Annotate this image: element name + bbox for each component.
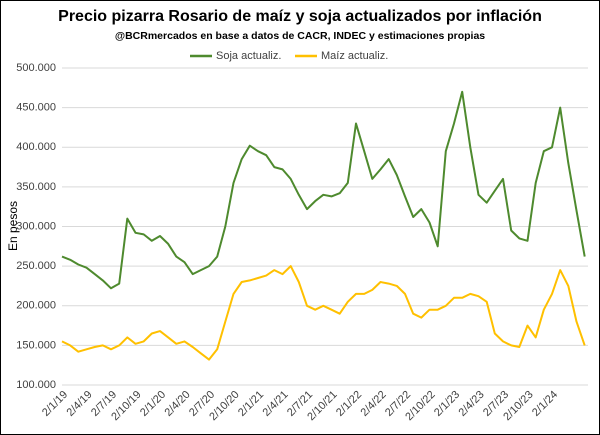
y-tick-label: 450.000 xyxy=(16,102,56,114)
y-tick-label: 300.000 xyxy=(16,220,56,232)
data-line xyxy=(61,90,586,290)
chart-subtitle: @BCRmercados en base a datos de CACR, IN… xyxy=(115,30,485,42)
y-tick-label: 500.000 xyxy=(16,62,56,74)
y-axis-title: En pesos xyxy=(6,201,20,251)
y-tick-label: 350.000 xyxy=(16,181,56,193)
legend-label: Soja actualiz. xyxy=(216,50,281,62)
chart-title: Precio pizarra Rosario de maíz y soja ac… xyxy=(58,8,542,25)
y-tick-label: 250.000 xyxy=(16,260,56,272)
y-tick-label: 400.000 xyxy=(16,141,56,153)
y-tick-label: 100.000 xyxy=(16,379,56,391)
y-tick-label: 150.000 xyxy=(16,339,56,351)
y-tick-label: 200.000 xyxy=(16,300,56,312)
legend-label: Maíz actualiz. xyxy=(321,50,388,62)
data-line xyxy=(61,265,586,361)
